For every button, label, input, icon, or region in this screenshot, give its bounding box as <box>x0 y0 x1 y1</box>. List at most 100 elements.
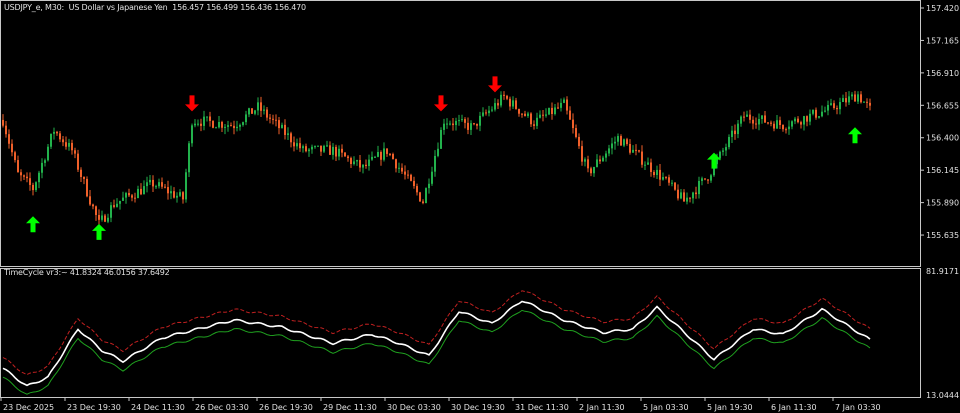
time-tick-label: 7 Jan 03:30 <box>835 403 881 412</box>
candle <box>68 138 70 151</box>
candle-body <box>365 164 367 167</box>
candle-body <box>770 122 772 124</box>
candle-body <box>311 146 313 150</box>
candle <box>167 180 169 200</box>
candle <box>209 111 211 127</box>
candle-body <box>398 167 400 169</box>
time-tick-label: 5 Jan 03:30 <box>643 403 689 412</box>
buy-arrow-icon <box>848 127 862 144</box>
candle-body <box>458 120 460 122</box>
candle <box>461 114 463 122</box>
price-tick-label: 155.890 <box>926 199 959 208</box>
candle <box>548 107 550 116</box>
candle <box>695 186 697 199</box>
candle-body <box>590 168 592 174</box>
candle-body <box>8 134 10 144</box>
candle-body <box>653 172 655 176</box>
candle <box>146 176 148 193</box>
candle-body <box>314 146 316 148</box>
candle <box>383 142 385 162</box>
candle <box>671 179 673 187</box>
candle <box>272 114 274 125</box>
time-tick-label: 24 Dec 11:30 <box>131 403 185 412</box>
candle <box>644 161 646 171</box>
candle <box>806 115 808 127</box>
candle-body <box>356 160 358 162</box>
candle-body <box>158 182 160 187</box>
candle-body <box>227 125 229 127</box>
candle <box>122 191 124 202</box>
candle <box>842 94 844 103</box>
candle-body <box>563 99 565 103</box>
candle-body <box>800 122 802 125</box>
candle <box>653 170 655 178</box>
candle <box>578 133 580 149</box>
candle-body <box>440 129 442 149</box>
candle-body <box>200 123 202 126</box>
candle <box>575 124 577 139</box>
candle-body <box>437 148 439 156</box>
candle <box>638 149 640 153</box>
candle <box>371 151 373 161</box>
candle-body <box>80 169 82 177</box>
candle <box>755 117 757 129</box>
candle <box>785 127 787 134</box>
candle-body <box>149 179 151 183</box>
candle-body <box>86 178 88 197</box>
candle-body <box>824 110 826 112</box>
candle <box>161 177 163 189</box>
candle <box>698 176 700 199</box>
candle <box>182 191 184 204</box>
candle-body <box>581 146 583 162</box>
candle <box>839 97 841 115</box>
candle-body <box>599 159 601 162</box>
candle <box>56 130 58 136</box>
candle-body <box>704 178 706 180</box>
candle-body <box>77 153 79 170</box>
candle <box>869 98 871 111</box>
candle-body <box>155 186 157 188</box>
candle <box>242 121 244 127</box>
candle-body <box>473 123 475 125</box>
candle-body <box>827 104 829 111</box>
candle-body <box>719 151 721 159</box>
candle <box>8 129 10 149</box>
candle <box>107 213 109 224</box>
price-tick-label: 156.910 <box>926 69 959 78</box>
candle-body <box>224 126 226 128</box>
candle <box>38 170 40 189</box>
candle <box>446 118 448 129</box>
candle <box>848 91 850 105</box>
candle-body <box>683 192 685 202</box>
candle-body <box>407 174 409 176</box>
candle <box>305 143 307 153</box>
candle-body <box>59 133 61 140</box>
candle <box>782 124 784 132</box>
candle <box>557 102 559 110</box>
candle <box>137 185 139 199</box>
candle-body <box>14 152 16 161</box>
candle-body <box>359 160 361 168</box>
candle <box>563 97 565 104</box>
candle <box>464 117 466 129</box>
time-tick-label: 23 Dec 2025 <box>3 403 54 412</box>
candle <box>692 191 694 204</box>
candle <box>332 143 334 160</box>
candle <box>587 155 589 173</box>
candle <box>266 106 268 121</box>
candle <box>518 108 520 117</box>
time-tick-label: 30 Dec 19:30 <box>451 403 505 412</box>
candle-body <box>161 182 163 187</box>
candle <box>347 155 349 162</box>
candle <box>281 122 283 129</box>
candle-body <box>851 94 853 97</box>
candle-body <box>143 186 145 195</box>
candle-body <box>50 133 52 147</box>
candle <box>734 124 736 140</box>
candle-body <box>284 124 286 135</box>
candle-body <box>47 146 49 161</box>
candle <box>47 144 49 162</box>
candle-body <box>5 125 7 135</box>
candle-body <box>497 103 499 106</box>
